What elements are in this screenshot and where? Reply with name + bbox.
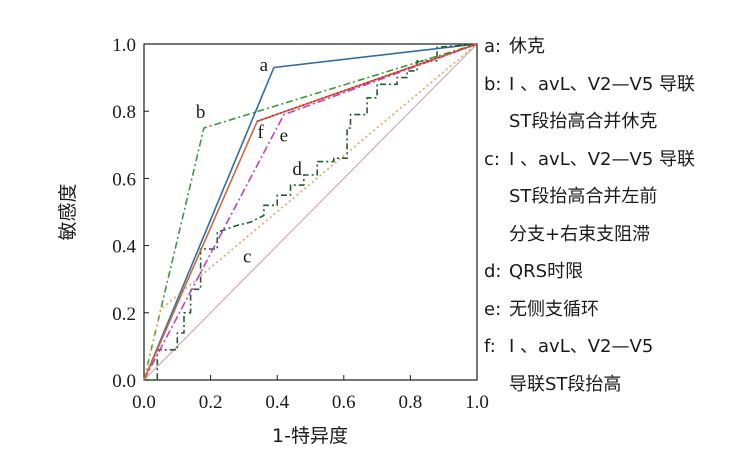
series-group xyxy=(143,43,478,381)
series-line-b xyxy=(143,43,478,381)
legend-text: 无侧支循环 xyxy=(509,298,599,320)
plot-frame xyxy=(143,43,478,381)
legend-key: c: xyxy=(484,148,500,170)
series-line-e xyxy=(143,43,478,381)
series-line-ref xyxy=(143,43,478,381)
legend-text: 休克 xyxy=(509,36,545,57)
y-tick-label: 0.2 xyxy=(112,304,136,325)
curve-label-f: f xyxy=(257,122,264,143)
x-tick-label: 0.8 xyxy=(399,392,423,413)
curve-label-c: c xyxy=(243,246,251,267)
y-tick-label: 0.4 xyxy=(112,237,136,258)
legend-key: b: xyxy=(484,73,502,95)
legend-item-a: a: 休克 xyxy=(484,28,750,66)
y-axis-label: 敏感度 xyxy=(57,183,79,240)
series-line-d xyxy=(144,43,478,381)
y-tick-label: 0.0 xyxy=(112,371,136,392)
curve-label-b: b xyxy=(196,102,206,123)
legend-item-f: f: Ⅰ 、avL、V2—V5 导联ST段抬高 xyxy=(484,328,750,403)
legend-item-c: c: Ⅰ 、avL、V2—V5 导联 ST段抬高合并左前 分支+右束支阻滞 xyxy=(484,141,750,254)
series-line-a xyxy=(143,43,478,381)
x-tick-label: 0.0 xyxy=(132,392,156,413)
axis-ticks: 0.0 0.2 0.4 0.6 0.8 1.0 0.0 0.2 0.4 0.6 0.8 1.0 xyxy=(112,35,489,413)
legend-key: e: xyxy=(484,298,502,320)
legend-item-b: b: Ⅰ 、avL、V2—V5 导联 ST段抬高合并休克 xyxy=(484,66,750,141)
legend-text: QRS时限 xyxy=(509,261,584,282)
x-tick-label: 0.6 xyxy=(332,392,356,413)
curve-label-e: e xyxy=(280,125,288,146)
x-tick-label: 0.2 xyxy=(199,392,223,413)
legend: a: 休克 b: Ⅰ 、avL、V2—V5 导联 ST段抬高合并休克 c: Ⅰ … xyxy=(484,28,750,403)
legend-text: Ⅰ 、avL、V2—V5 导联ST段抬高 xyxy=(509,336,654,395)
legend-key: f: xyxy=(484,336,496,357)
legend-key: d: xyxy=(484,261,502,282)
x-tick-label: 1.0 xyxy=(465,392,489,413)
x-tick-label: 0.4 xyxy=(265,392,289,413)
series-line-red xyxy=(256,43,478,123)
legend-item-e: e: 无侧支循环 xyxy=(484,291,750,329)
y-tick-label: 1.0 xyxy=(112,35,136,56)
y-tick-label: 0.8 xyxy=(112,102,136,123)
legend-key: a: xyxy=(484,36,502,57)
y-tick-label: 0.6 xyxy=(112,169,136,190)
curve-label-a: a xyxy=(260,55,269,76)
legend-item-d: d: QRS时限 xyxy=(484,253,750,291)
curve-labels: a b c def xyxy=(196,55,303,268)
x-axis-label: 1-特异度 xyxy=(272,425,348,447)
legend-text: Ⅰ 、avL、V2—V5 导联 ST段抬高合并休克 xyxy=(509,73,695,133)
legend-text: Ⅰ 、avL、V2—V5 导联 ST段抬高合并左前 分支+右束支阻滞 xyxy=(509,148,695,245)
curve-label-d: d xyxy=(292,159,302,180)
